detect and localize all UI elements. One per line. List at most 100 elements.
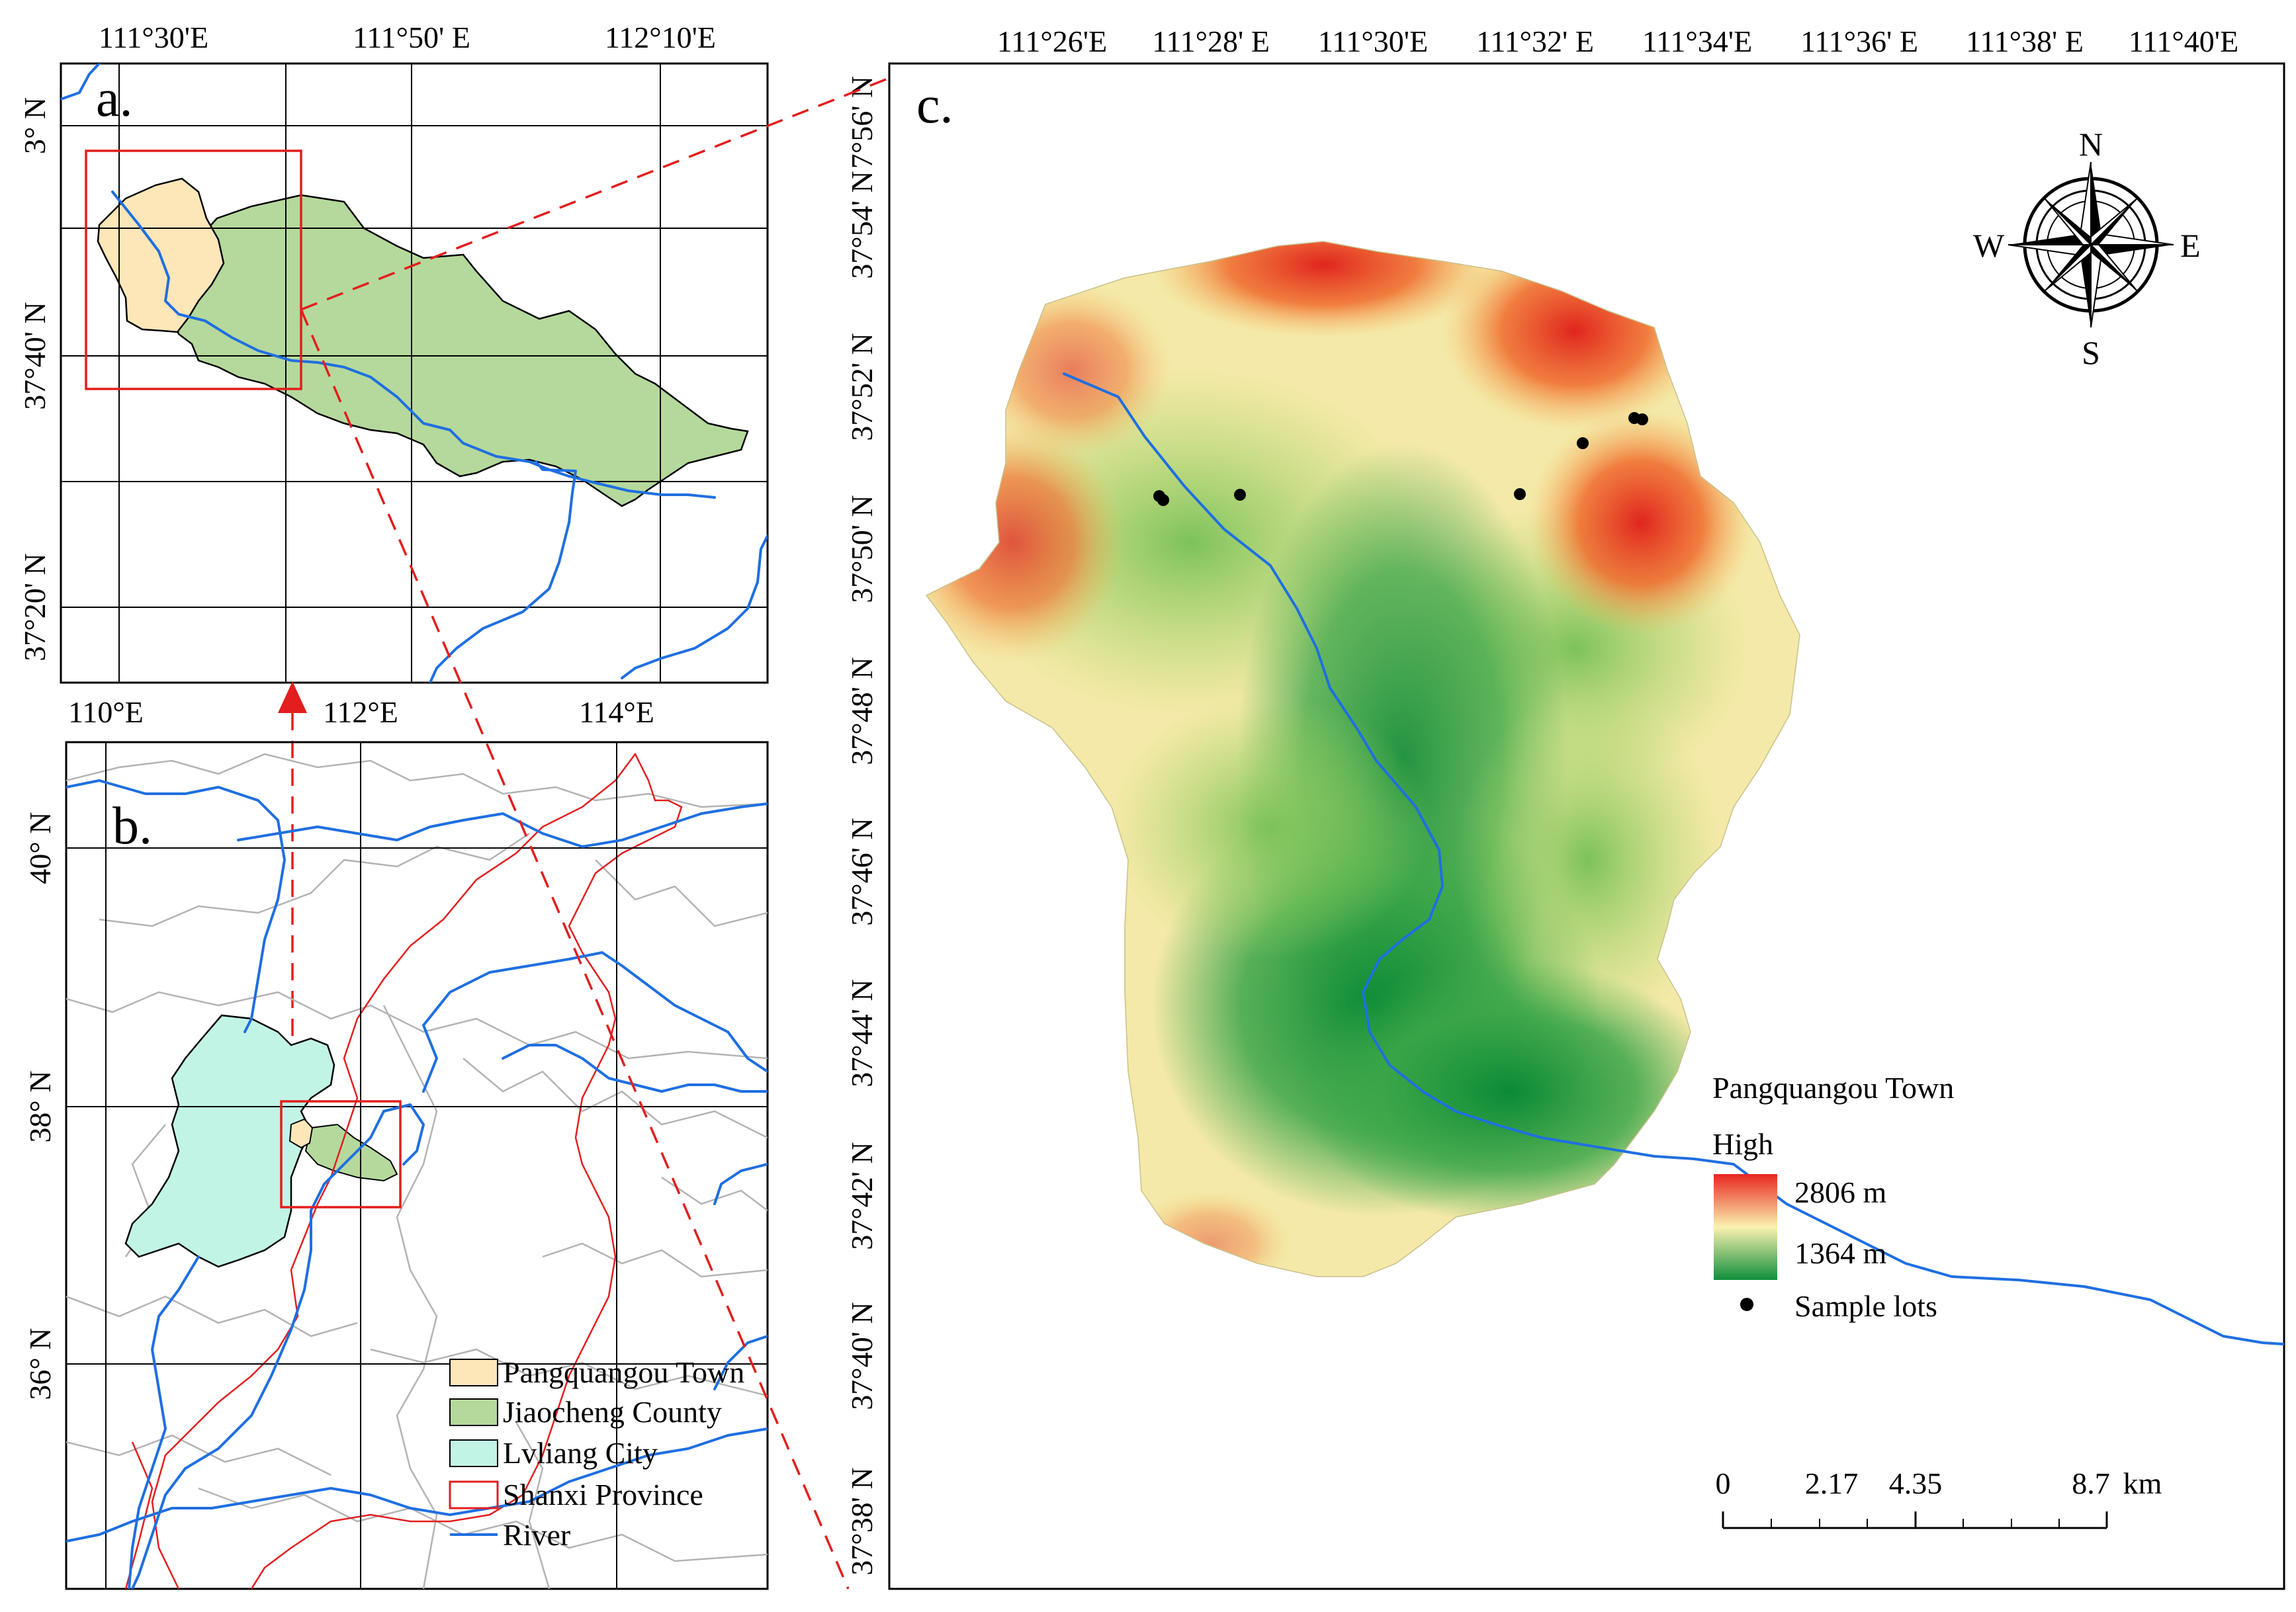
legend-label: Shanxi Province	[503, 1478, 703, 1511]
legend-title: Pangquangou Town	[1712, 1071, 1954, 1105]
river-line	[111, 191, 716, 499]
legend-points-label: Sample lots	[1794, 1289, 1937, 1323]
panel-c-lat-tick: 37°38' N	[845, 1467, 879, 1575]
panel-a-lon-tick: 111°50' E	[353, 21, 470, 54]
river-line	[422, 951, 768, 1093]
legend-swatch-city	[449, 1439, 498, 1467]
panel-c-lon-tick: 111°32' E	[1476, 24, 1594, 58]
panel-c-lon-tick: 111°34'E	[1642, 24, 1752, 58]
panel-c: c. 111°26'E 111°28' E 111°30'E 111°32' E…	[845, 24, 2285, 1590]
river-line	[128, 1255, 200, 1589]
legend-swatch-province	[449, 1480, 499, 1509]
panel-a-lat-tick: 3° N	[18, 97, 52, 154]
panel-a-lat-tick: 37°40' N	[18, 302, 52, 409]
panel-c-legend: Pangquangou Town High 2806 m 1364 m Samp…	[1712, 1071, 1954, 1323]
panel-c-letter: c.	[916, 76, 953, 134]
main-river-line	[1063, 372, 2284, 1345]
compass-west-label: W	[1973, 227, 2005, 264]
panel-c-lat-tick: 37°54' N	[845, 171, 879, 278]
inset-extent-box	[85, 149, 302, 390]
panel-b-frame	[65, 741, 769, 1590]
panel-b-lat-tick: 36° N	[23, 1328, 57, 1400]
panel-b-lon-tick: 110°E	[68, 695, 144, 729]
sample-point	[1577, 437, 1589, 449]
legend-sample-point-icon	[1740, 1298, 1753, 1311]
panel-b-lon-tick: 114°E	[579, 695, 654, 729]
panel-c-lon-tick: 111°36' E	[1800, 24, 1918, 58]
river-line	[61, 64, 101, 101]
river-line	[382, 1103, 425, 1166]
scale-tick-label: 8.7	[2072, 1466, 2110, 1500]
sample-point	[1636, 413, 1648, 425]
compass-south-label: S	[2082, 334, 2100, 371]
pangquangou-town-small	[288, 1118, 314, 1149]
panel-c-lon-tick: 111°28' E	[1152, 24, 1270, 58]
panel-b: b. 110°E 112°E 114°E 40° N 38° N 36° N P…	[23, 695, 769, 1590]
legend-high-label: High	[1712, 1127, 1773, 1161]
legend-label: River	[503, 1518, 570, 1552]
sample-lots	[1153, 412, 1648, 506]
scale-unit-label: km	[2123, 1466, 2162, 1500]
panel-b-lat-tick: 40° N	[23, 812, 57, 884]
compass-north-label: N	[2079, 126, 2103, 163]
up-arrow-icon	[278, 681, 307, 713]
dem-raster	[926, 241, 1800, 1277]
panel-c-lon-tick: 111°38' E	[1966, 24, 2084, 58]
shanxi-province-boundary	[151, 752, 683, 1589]
panel-b-legend: Pangquangou Town Jiaocheng County Lvlian…	[449, 1355, 744, 1552]
panel-a-frame	[60, 62, 769, 684]
river-line	[429, 460, 577, 683]
connector-dashed-line	[300, 77, 890, 311]
panel-c-lon-tick: 111°30'E	[1318, 24, 1428, 58]
panel-c-lat-tick: 37°48' N	[845, 657, 879, 765]
river-line	[713, 1163, 768, 1205]
panel-c-lat-tick: 37°50' N	[845, 495, 879, 603]
inset-extent-box-b	[280, 1100, 402, 1209]
panel-c-lat-tick: 37°42' N	[845, 1142, 879, 1250]
elevation-color-ramp	[1714, 1174, 1777, 1280]
province-boundary-segment	[124, 1441, 154, 1589]
scale-bar: 0 2.17 4.35 8.7 km	[1716, 1466, 2162, 1529]
river-line	[66, 1427, 768, 1543]
legend-swatch-county	[449, 1398, 498, 1426]
river-line	[237, 802, 768, 848]
scale-tick-label: 0	[1716, 1466, 1731, 1500]
panel-c-lon-tick: 111°40'E	[2129, 24, 2238, 58]
legend-label: Jiaocheng County	[503, 1395, 722, 1429]
jiaocheng-county-polygon	[172, 194, 749, 507]
legend-max-label: 2806 m	[1794, 1175, 1887, 1209]
scale-tick-label: 4.35	[1889, 1466, 1943, 1500]
panel-c-lat-ticks: 7°56' N 37°54' N 37°52' N 37°50' N 37°48…	[845, 76, 879, 1576]
panel-c-lat-tick: 7°56' N	[845, 76, 879, 169]
jiaocheng-county-small	[304, 1123, 398, 1182]
sample-point	[1514, 488, 1526, 500]
river-line	[713, 1335, 768, 1390]
sample-point	[1234, 489, 1246, 501]
panel-c-lat-tick: 37°46' N	[845, 818, 879, 925]
panel-b-lat-tick: 38° N	[23, 1070, 57, 1142]
connector-dashed-line	[300, 309, 850, 1590]
panel-c-lon-ticks: 111°26'E 111°28' E 111°30'E 111°32' E 11…	[997, 24, 2238, 58]
north-arrow-compass-icon: N S E W	[1973, 126, 2201, 371]
legend-label: Lvliang City	[503, 1436, 658, 1470]
river-line	[621, 534, 768, 679]
river-line	[66, 779, 286, 1033]
panel-c-lon-tick: 111°26'E	[997, 24, 1107, 58]
compass-east-label: E	[2180, 227, 2201, 264]
panel-c-lat-tick: 37°40' N	[845, 1302, 879, 1410]
river-line	[131, 1110, 385, 1589]
panel-a: a. 111°30'E 111°50' E 112°10'E 3° N 37°4…	[18, 21, 769, 684]
panel-c-frame	[888, 62, 2285, 1590]
panel-a-letter: a.	[96, 69, 133, 128]
panel-b-letter: b.	[112, 797, 152, 855]
sample-point	[1157, 494, 1169, 506]
legend-label: Pangquangou Town	[503, 1355, 744, 1389]
panel-a-lon-tick: 111°30'E	[99, 21, 208, 54]
panel-b-lon-tick: 112°E	[323, 695, 398, 729]
panel-a-lat-tick: 37°20' N	[18, 553, 52, 661]
panel-c-lat-tick: 37°52' N	[845, 333, 879, 441]
legend-swatch-town	[449, 1359, 498, 1386]
river-line	[502, 1044, 768, 1093]
panel-c-lat-tick: 37°44' N	[845, 979, 879, 1087]
